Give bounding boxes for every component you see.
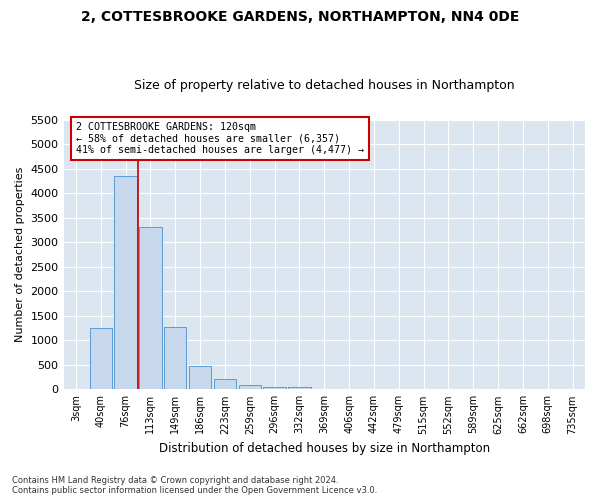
Bar (214, 379, 236, 390)
Y-axis label: Number of detached properties: Number of detached properties (15, 166, 25, 342)
Bar (139, 228, 161, 390)
Title: Size of property relative to detached houses in Northampton: Size of property relative to detached ho… (134, 79, 515, 92)
Bar (288, 386, 311, 390)
Text: 2 COTTESBROOKE GARDENS: 120sqm
← 58% of detached houses are smaller (6,357)
41% : 2 COTTESBROOKE GARDENS: 120sqm ← 58% of … (76, 122, 364, 155)
Bar (263, 386, 286, 390)
Bar (189, 366, 211, 390)
Text: Contains HM Land Registry data © Crown copyright and database right 2024.
Contai: Contains HM Land Registry data © Crown c… (12, 476, 377, 495)
Bar (115, 176, 137, 390)
Text: 2, COTTESBROOKE GARDENS, NORTHAMPTON, NN4 0DE: 2, COTTESBROOKE GARDENS, NORTHAMPTON, NN… (81, 10, 519, 24)
Bar (239, 385, 261, 390)
Bar (89, 328, 112, 390)
X-axis label: Distribution of detached houses by size in Northampton: Distribution of detached houses by size … (159, 442, 490, 455)
Bar (164, 326, 187, 390)
